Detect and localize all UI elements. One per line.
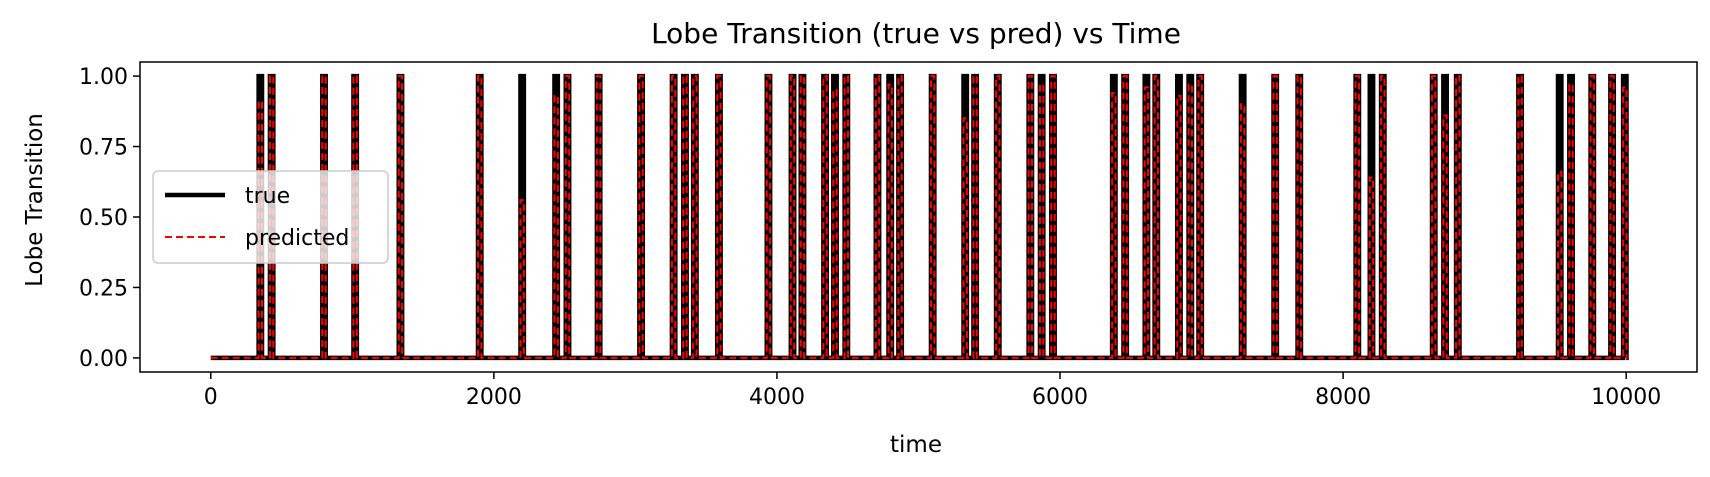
y-tick-label: 0.75 (79, 136, 128, 161)
x-tick-label: 0 (204, 385, 218, 410)
x-axis-label: time (890, 432, 942, 458)
x-tick-label: 8000 (1315, 385, 1371, 410)
x-tick-label: 6000 (1032, 385, 1088, 410)
y-axis-label: Lobe Transition (22, 113, 48, 287)
x-tick-label: 10000 (1591, 385, 1661, 410)
x-tick-label: 4000 (749, 385, 805, 410)
y-axis: 0.00 0.25 0.50 0.75 1.00 (79, 65, 140, 372)
y-tick-label: 1.00 (79, 65, 128, 90)
chart-title: Lobe Transition (true vs pred) vs Time (651, 17, 1181, 50)
series-line-predicted (210, 75, 1628, 359)
y-tick-label: 0.00 (79, 347, 128, 372)
legend-predicted-label: predicted (245, 226, 349, 251)
y-tick-label: 0.50 (79, 206, 128, 231)
x-tick-label: 2000 (466, 385, 522, 410)
legend: true predicted (152, 170, 389, 264)
plot-lines (210, 73, 1629, 361)
y-tick-label: 0.25 (79, 276, 128, 301)
legend-true-label: true (245, 184, 290, 209)
x-axis: 0 2000 4000 6000 8000 10000 (204, 372, 1661, 410)
